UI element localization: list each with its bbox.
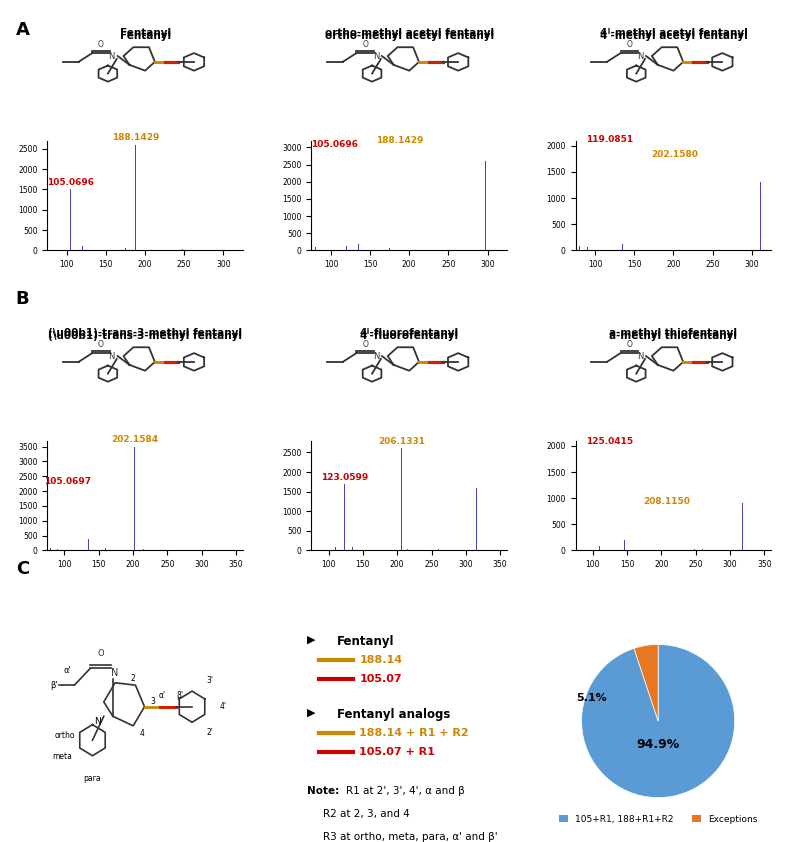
- Text: 4'-methyl acetyl fentanyl: 4'-methyl acetyl fentanyl: [600, 28, 748, 38]
- Text: 94.9%: 94.9%: [637, 738, 680, 750]
- Text: 4: 4: [140, 729, 145, 738]
- Text: 105.0696: 105.0696: [47, 179, 94, 187]
- Text: 105.07 + R1: 105.07 + R1: [360, 747, 435, 757]
- Text: O: O: [98, 339, 104, 349]
- Text: β': β': [50, 680, 57, 690]
- Text: ortho-methyl acetyl fentanyl: ortho-methyl acetyl fentanyl: [325, 31, 493, 40]
- Text: O: O: [626, 339, 632, 349]
- Text: 188.14: 188.14: [360, 655, 403, 665]
- Text: α': α': [63, 666, 71, 675]
- Text: N: N: [373, 51, 379, 61]
- Text: 2: 2: [131, 674, 135, 683]
- Text: para: para: [83, 774, 102, 783]
- Text: 2': 2': [207, 728, 213, 738]
- Text: O: O: [362, 40, 368, 49]
- Text: N: N: [109, 352, 115, 360]
- Text: α': α': [159, 690, 166, 700]
- Text: N: N: [109, 51, 115, 61]
- Text: 105.07: 105.07: [360, 674, 402, 684]
- Text: 3: 3: [150, 697, 155, 706]
- Text: 4'-fluorofentanyl: 4'-fluorofentanyl: [360, 328, 459, 338]
- Text: O: O: [362, 339, 368, 349]
- Text: 202.1580: 202.1580: [652, 151, 699, 159]
- Text: C: C: [16, 560, 29, 578]
- Text: Fentanyl: Fentanyl: [120, 31, 171, 40]
- Text: O: O: [98, 40, 104, 49]
- Text: Fentanyl: Fentanyl: [120, 28, 171, 38]
- Text: 188.14 + R1 + R2: 188.14 + R1 + R2: [360, 727, 469, 738]
- Text: N: N: [637, 51, 643, 61]
- Text: Fentanyl analogs: Fentanyl analogs: [337, 707, 450, 721]
- Text: 123.0599: 123.0599: [321, 472, 368, 482]
- Text: 188.1429: 188.1429: [376, 136, 423, 146]
- Text: 208.1150: 208.1150: [644, 498, 690, 506]
- Text: 4': 4': [219, 702, 226, 711]
- Text: (\u00b1)-trans-3-methyl fentanyl: (\u00b1)-trans-3-methyl fentanyl: [48, 331, 242, 341]
- Text: R2 at 2, 3, and 4: R2 at 2, 3, and 4: [323, 809, 410, 819]
- Text: 4'-fluorofentanyl: 4'-fluorofentanyl: [360, 331, 459, 341]
- Wedge shape: [582, 644, 735, 797]
- Text: 188.1429: 188.1429: [112, 134, 160, 142]
- Text: 4'-methyl acetyl fentanyl: 4'-methyl acetyl fentanyl: [600, 31, 748, 40]
- Text: β': β': [176, 690, 183, 700]
- Text: 119.0851: 119.0851: [586, 135, 634, 144]
- Text: 105.0697: 105.0697: [44, 477, 91, 486]
- Text: R1 at 2', 3', 4', α and β: R1 at 2', 3', 4', α and β: [346, 786, 464, 797]
- Text: R3 at ortho, meta, para, α' and β': R3 at ortho, meta, para, α' and β': [323, 832, 498, 842]
- Text: a-methyl thiofentanyl: a-methyl thiofentanyl: [609, 328, 737, 338]
- Text: ▶: ▶: [308, 635, 316, 645]
- Text: Fentanyl: Fentanyl: [337, 635, 394, 647]
- Text: 105.0696: 105.0696: [312, 140, 358, 149]
- Wedge shape: [634, 644, 658, 721]
- Text: N: N: [373, 352, 379, 360]
- Text: 3': 3': [207, 676, 213, 685]
- Text: A: A: [16, 21, 30, 39]
- Text: N: N: [112, 669, 119, 678]
- Text: N: N: [637, 352, 643, 360]
- Text: N: N: [94, 717, 101, 726]
- Text: O: O: [97, 648, 104, 658]
- Text: Note:: Note:: [308, 786, 340, 797]
- Text: ortho: ortho: [55, 731, 76, 740]
- Text: a-methyl thiofentanyl: a-methyl thiofentanyl: [609, 331, 737, 341]
- Text: O: O: [626, 40, 632, 49]
- Text: (\u00b1)-trans-3-methyl fentanyl: (\u00b1)-trans-3-methyl fentanyl: [48, 328, 242, 338]
- Text: 206.1331: 206.1331: [378, 437, 425, 446]
- Legend: 105+R1, 188+R1+R2, Exceptions: 105+R1, 188+R1+R2, Exceptions: [556, 812, 761, 828]
- Text: 5.1%: 5.1%: [576, 693, 607, 703]
- Text: meta: meta: [52, 753, 72, 761]
- Text: 202.1584: 202.1584: [111, 435, 158, 445]
- Text: 125.0415: 125.0415: [586, 437, 634, 446]
- Text: ortho-methyl acetyl fentanyl: ortho-methyl acetyl fentanyl: [325, 28, 493, 38]
- Text: B: B: [16, 290, 29, 308]
- Text: ▶: ▶: [308, 707, 316, 717]
